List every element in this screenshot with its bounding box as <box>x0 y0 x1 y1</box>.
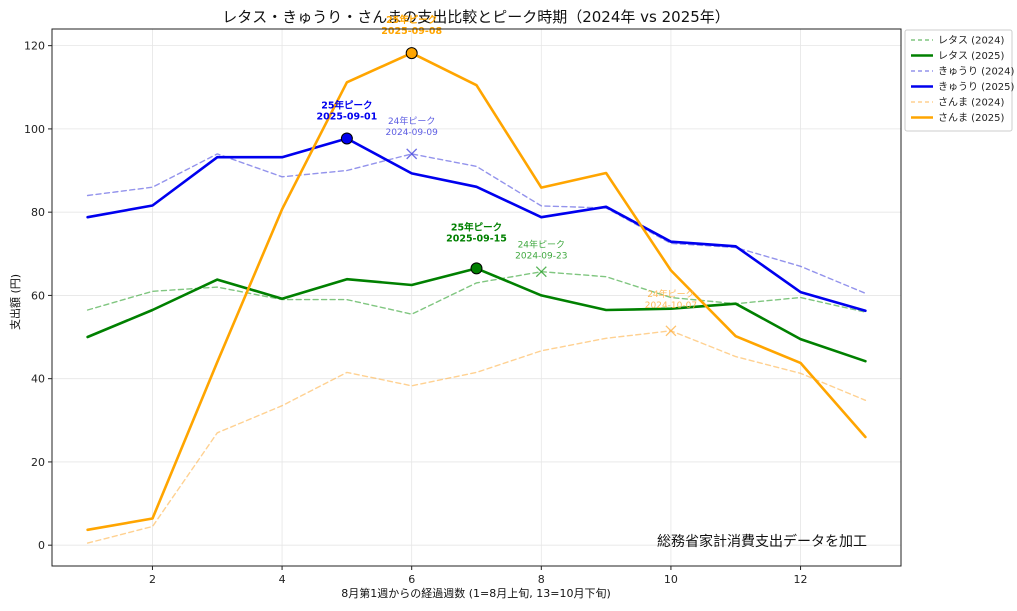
x-tick-label: 12 <box>794 573 808 586</box>
legend-entry-label[interactable]: さんま (2025) <box>938 112 1005 124</box>
peak-annotation-date: 2024-10-07 <box>645 301 697 311</box>
chart-title: レタス・きゅうり・さんまの支出比較とピーク時期（2024年 vs 2025年） <box>222 8 730 26</box>
plot-area: 25年ピーク2025-09-1524年ピーク2024-09-2325年ピーク20… <box>24 14 902 586</box>
peak-marker-x <box>406 148 418 160</box>
y-tick-label: 60 <box>31 289 45 302</box>
peak-annotation-label: 25年ピーク <box>321 99 372 111</box>
y-tick-label: 0 <box>38 539 45 552</box>
x-tick-label: 8 <box>538 573 545 586</box>
plot-frame <box>51 28 902 567</box>
y-tick-label: 120 <box>24 40 45 53</box>
peak-annotation-label: 24年ピーク <box>388 115 435 127</box>
data-source-credit: 総務省家計消費支出データを加工 <box>657 533 867 550</box>
x-tick-label: 2 <box>149 573 156 586</box>
peak-marker-x <box>535 266 547 278</box>
series-line-0 <box>86 271 867 315</box>
x-tick-label: 6 <box>408 573 415 586</box>
peak-marker-x <box>665 325 677 337</box>
peak-marker-circle <box>470 262 483 275</box>
legend-entry-label[interactable]: さんま (2024) <box>938 97 1005 109</box>
peak-annotation-date: 2024-09-09 <box>386 128 439 138</box>
peak-annotation-date: 2025-09-08 <box>381 26 442 37</box>
series-line-5 <box>86 51 867 532</box>
y-tick-label: 80 <box>31 206 45 219</box>
x-axis-label: 8月第1週からの経過週数 (1=8月上旬, 13=10月下旬) <box>341 586 611 600</box>
x-tick-label: 10 <box>664 573 678 586</box>
legend: レタス (2024) レタス (2025) きゅうり (2024) きゅうり (202… <box>904 29 1015 132</box>
series-line-3 <box>86 137 867 313</box>
peak-marker-x-stroke <box>406 148 418 160</box>
peak-annotation-date: 2025-09-01 <box>316 111 377 122</box>
y-tick-label: 100 <box>24 123 45 136</box>
legend-entry-label[interactable]: レタス (2025) <box>938 50 1005 62</box>
peak-annotation-label: 24年ピーク <box>518 239 565 251</box>
y-tick-label: 40 <box>31 373 45 386</box>
legend-entry-label[interactable]: レタス (2024) <box>938 35 1005 47</box>
peak-marker-circle <box>405 47 418 60</box>
legend-entry-label[interactable]: きゅうり (2024) <box>938 66 1015 78</box>
peak-annotation-label: 25年ピーク <box>451 221 502 233</box>
peak-marker-x-stroke <box>535 266 547 278</box>
peak-annotation-label: 25年ピーク <box>386 14 437 26</box>
peak-annotation-date: 2024-09-23 <box>515 252 567 262</box>
peak-marker-x-stroke <box>665 325 677 337</box>
peak-marker-circle <box>340 132 353 145</box>
series-line-4 <box>86 330 867 544</box>
x-tick-label: 4 <box>279 573 286 586</box>
y-tick-label: 20 <box>31 456 45 469</box>
legend-entry-label[interactable]: きゅうり (2025) <box>938 81 1015 93</box>
peak-annotation-date: 2025-09-15 <box>446 233 507 244</box>
peak-annotation-label: 24年ピーク <box>647 288 694 300</box>
y-axis-label: 支出額 (円) <box>8 274 22 330</box>
